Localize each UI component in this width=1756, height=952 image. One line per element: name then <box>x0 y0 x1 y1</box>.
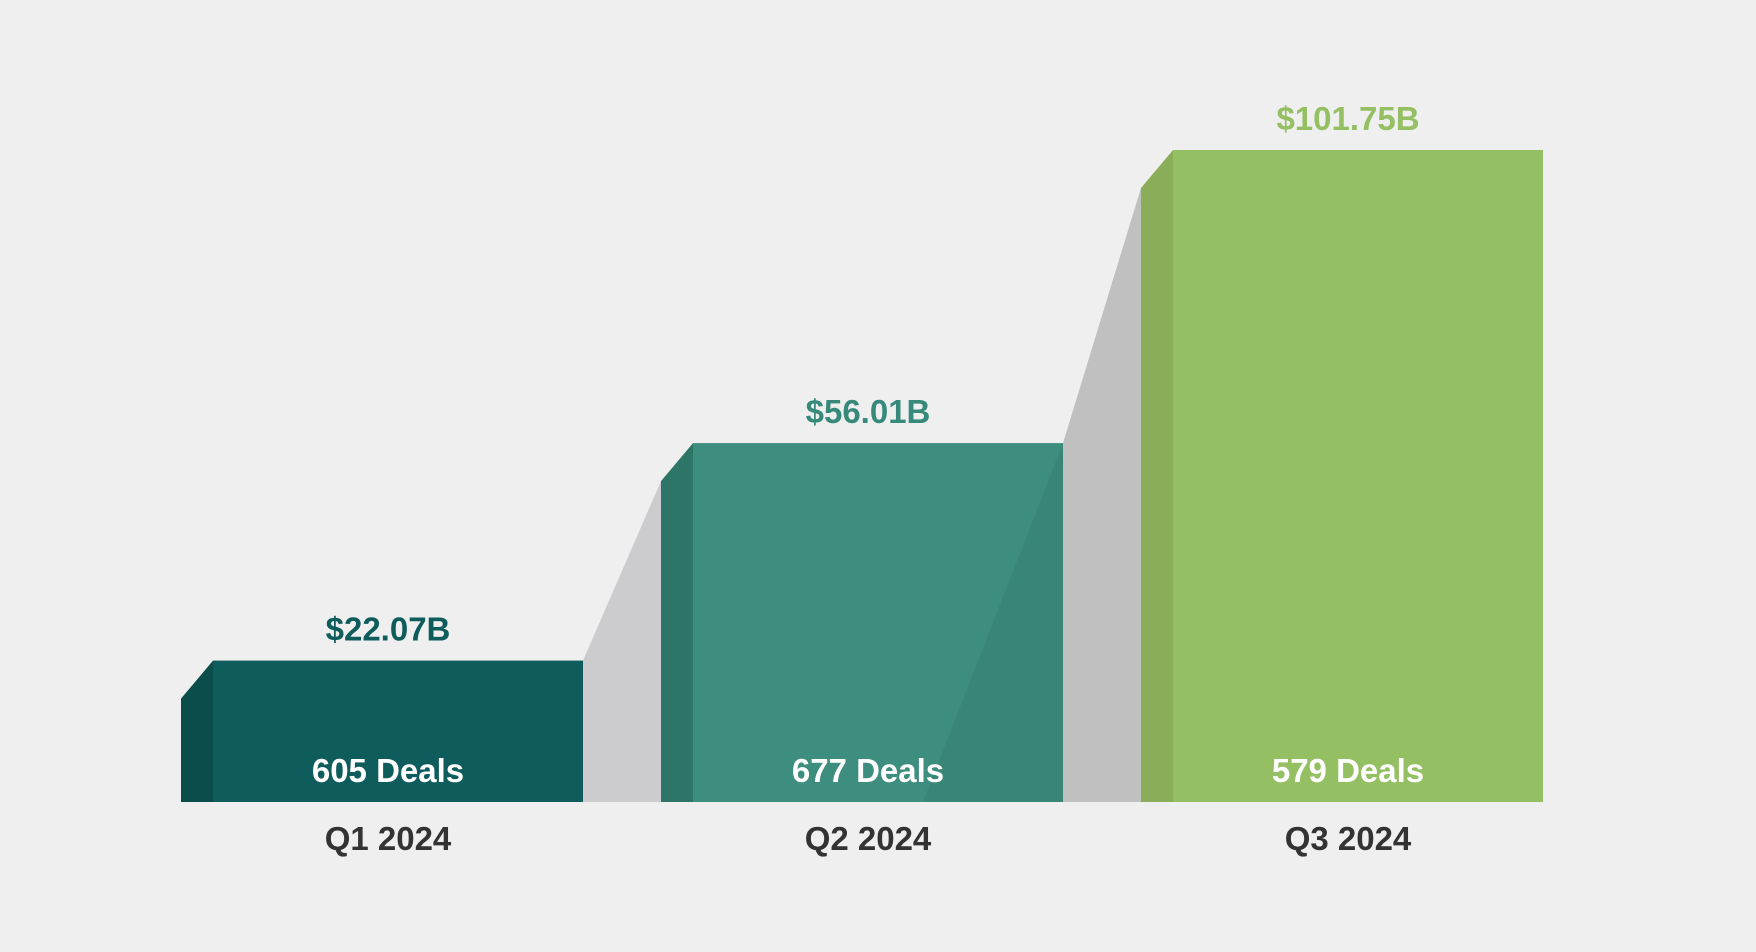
bar-deal-count-label: 579 Deals <box>1272 752 1424 789</box>
bar-deal-count-label: 605 Deals <box>312 752 464 789</box>
connector-shadow <box>923 188 1141 802</box>
category-tick-label: Q2 2024 <box>805 820 932 857</box>
connector-ramp <box>583 481 661 802</box>
bar-value-label: $56.01B <box>806 393 931 430</box>
bar-value-label: $101.75B <box>1276 100 1419 137</box>
bar-front-face <box>1173 150 1543 802</box>
bar-front-face <box>693 443 1063 802</box>
category-tick-label: Q3 2024 <box>1285 820 1412 857</box>
label-layer: $22.07B 605 Deals Q1 2024 $56.01B 677 Deals Q… <box>312 100 1424 857</box>
connector-layer <box>583 188 1141 802</box>
bar-layer <box>181 150 1543 802</box>
bar <box>181 660 583 802</box>
bar-front-face <box>213 660 583 802</box>
bar <box>661 443 1063 802</box>
category-tick-label: Q1 2024 <box>325 820 452 857</box>
bar-side-face <box>661 443 693 802</box>
bar-side-face <box>181 660 213 802</box>
connector-ramp <box>1063 188 1141 802</box>
bar-deal-count-label: 677 Deals <box>792 752 944 789</box>
bar-side-face <box>1141 150 1173 802</box>
bar-value-label: $22.07B <box>326 611 451 648</box>
bar <box>1141 150 1543 802</box>
